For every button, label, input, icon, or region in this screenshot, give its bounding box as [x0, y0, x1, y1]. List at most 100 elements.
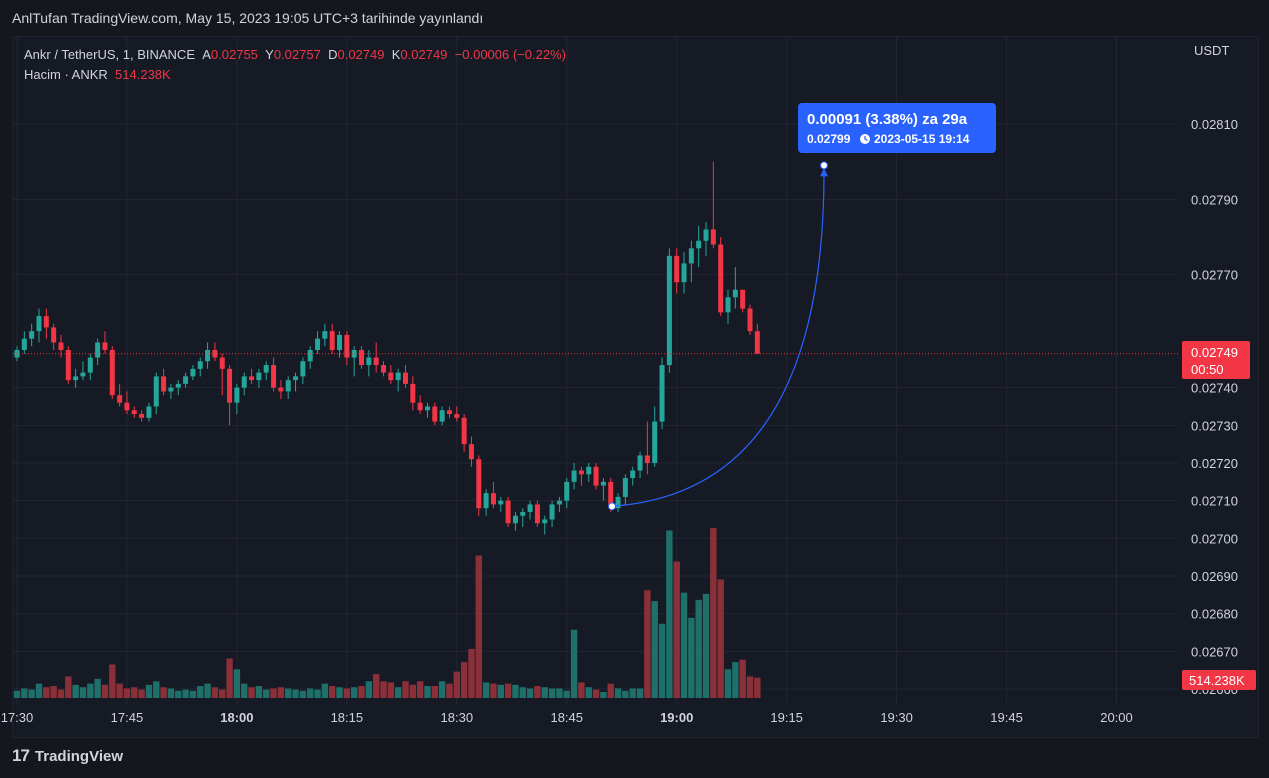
- volume-bar: [556, 688, 563, 698]
- y-tick-label: 0.02680: [1191, 607, 1238, 622]
- volume-bar: [688, 617, 695, 698]
- y-tick-label: 0.02740: [1191, 381, 1238, 396]
- candle-body: [102, 342, 108, 350]
- volume-bar: [622, 690, 629, 698]
- x-tick-label: 18:45: [550, 710, 583, 725]
- candle-body: [402, 372, 408, 384]
- volume-bar: [211, 687, 219, 698]
- volume-bar: [607, 683, 614, 698]
- volume-bar: [365, 681, 373, 698]
- candle-body: [293, 376, 299, 381]
- x-axis[interactable]: 17:30 17:45 18:00 18:15 18:30 18:45 19:00 19:15…: [1, 710, 1133, 725]
- candle-body: [710, 229, 716, 245]
- y-tick-label: 0.02730: [1191, 418, 1238, 433]
- candle-body: [205, 350, 211, 362]
- y-tick-label: 0.02700: [1191, 531, 1238, 546]
- y-tick-label: 0.02790: [1191, 192, 1238, 207]
- clock-icon: [860, 134, 870, 144]
- candle-body: [359, 350, 365, 366]
- candle-body: [197, 361, 203, 369]
- candle-body: [65, 350, 71, 381]
- volume-bar: [285, 688, 292, 698]
- candle-body: [337, 334, 343, 350]
- volume-bar: [512, 684, 519, 698]
- price-badge[interactable]: 0.02749 00:50: [1182, 341, 1250, 379]
- candle-body: [153, 376, 159, 407]
- candle-body: [615, 496, 621, 509]
- legend-high-label: Y: [265, 47, 274, 62]
- legend-symbol[interactable]: Ankr / TetherUS, 1, BINANCE: [24, 47, 195, 62]
- candle-body: [366, 357, 372, 366]
- volume-bar: [658, 623, 666, 698]
- projection-start-dot[interactable]: [608, 502, 616, 511]
- volume-bar: [72, 684, 79, 698]
- volume-bar: [431, 686, 439, 698]
- volume-bar: [717, 579, 724, 698]
- candle-body: [315, 338, 321, 350]
- volume-badge[interactable]: 514.238K: [1182, 670, 1256, 690]
- volume-bars: [13, 528, 761, 698]
- y-tick-label: 0.02670: [1191, 644, 1238, 659]
- volume-bar: [277, 687, 285, 698]
- chart-legend[interactable]: Ankr / TetherUS, 1, BINANCE A0.02755 Y0.…: [24, 45, 566, 85]
- chart-panel[interactable]: [12, 36, 1259, 738]
- publish-header: AnlTufan TradingView.com, May 15, 2023 1…: [12, 10, 484, 26]
- candle-body: [410, 383, 416, 403]
- volume-bar: [380, 681, 387, 698]
- volume-bar: [504, 683, 512, 698]
- volume-bar: [328, 686, 336, 698]
- candle-body: [168, 387, 174, 392]
- candle-body: [381, 365, 386, 373]
- volume-bar: [578, 682, 585, 698]
- volume-bar: [585, 687, 592, 698]
- candle-body: [674, 255, 680, 283]
- annotation-box[interactable]: [798, 103, 996, 153]
- volume-bar: [402, 681, 409, 698]
- volume-bar: [629, 688, 636, 698]
- volume-bar: [438, 681, 446, 698]
- candle-body: [51, 327, 57, 343]
- forecast-annotation[interactable]: 0.00091 (3.38%) za 29a 0.02799 2023-05-1…: [608, 103, 997, 511]
- volume-bar: [739, 659, 746, 698]
- volume-bar: [358, 686, 365, 698]
- y-tick-label: 0.02690: [1191, 569, 1238, 584]
- volume-bar: [57, 689, 65, 698]
- candle-body: [87, 357, 93, 373]
- x-tick-label: 19:30: [880, 710, 913, 725]
- candle-body: [446, 410, 452, 415]
- candle-body: [578, 470, 584, 475]
- candle-body: [586, 466, 592, 475]
- volume-bar: [644, 590, 651, 698]
- volume-bar: [636, 688, 644, 698]
- candle-body: [300, 361, 306, 377]
- volume-bar: [255, 686, 263, 698]
- candle-body: [432, 406, 438, 422]
- volume-bar: [182, 689, 189, 698]
- volume-bar: [219, 689, 226, 698]
- projection-end-dot[interactable]: [820, 161, 828, 170]
- y-tick-label: 0.02810: [1191, 117, 1238, 132]
- candle-body: [666, 255, 672, 366]
- volume-bar: [160, 687, 167, 698]
- legend-volume-label[interactable]: Hacim · ANKR: [24, 67, 108, 82]
- candle-body: [131, 410, 137, 415]
- volume-bar: [13, 690, 21, 698]
- candle-body: [564, 481, 570, 501]
- volume-bar: [307, 688, 314, 698]
- volume-bar: [175, 690, 182, 698]
- legend-volume-row: Hacim · ANKR 514.238K: [24, 65, 566, 85]
- volume-bar: [101, 684, 109, 698]
- candle-body: [161, 376, 167, 392]
- volume-bar: [226, 658, 233, 698]
- footer-brand[interactable]: 17 TradingView: [12, 746, 123, 766]
- y-axis[interactable]: 0.02810 0.02790 0.02770 0.02740 0.02730 0.027…: [1191, 117, 1238, 697]
- candle-body: [527, 504, 533, 512]
- candle-body: [490, 493, 496, 505]
- volume-bar: [548, 688, 556, 698]
- volume-bar: [541, 687, 548, 698]
- volume-bar: [299, 690, 307, 698]
- volume-bar: [746, 676, 754, 698]
- candle-body: [688, 248, 694, 264]
- candle-body: [725, 297, 731, 313]
